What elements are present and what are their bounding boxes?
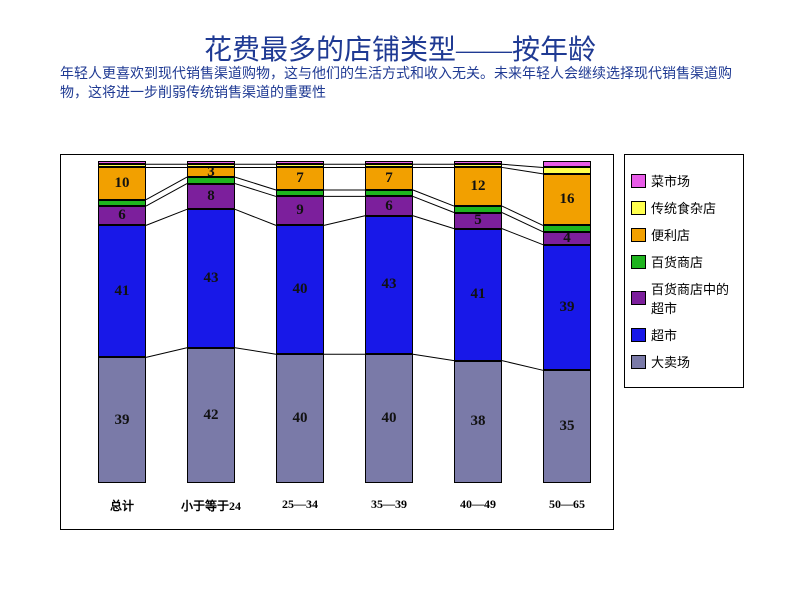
legend-swatch-trad_grocery bbox=[631, 201, 646, 215]
plot-area: 106413938434279404076434012541381643935 bbox=[77, 161, 599, 483]
xlabel-3: 35―39 bbox=[349, 497, 429, 512]
legend-item-trad_grocery: 传统食杂店 bbox=[631, 198, 737, 217]
seg-hypermarket: 40 bbox=[365, 354, 413, 483]
seg-convenience: 7 bbox=[365, 167, 413, 190]
seg-hypermarket: 38 bbox=[454, 361, 502, 483]
seg-supermarket: 43 bbox=[187, 209, 235, 347]
chart-subtitle: 年轻人更喜欢到现代销售渠道购物，这与他们的生活方式和收入无关。未来年轻人会继续选… bbox=[60, 66, 740, 104]
seg-hypermarket: 35 bbox=[543, 370, 591, 483]
seg-supermarket: 43 bbox=[365, 216, 413, 354]
seg-dept_super: 8 bbox=[187, 184, 235, 210]
chart-title: 花费最多的店铺类型――按年龄 bbox=[0, 28, 800, 68]
seg-dept_super: 4 bbox=[543, 232, 591, 245]
seg-supermarket: 40 bbox=[276, 225, 324, 354]
legend-item-convenience: 便利店 bbox=[631, 225, 737, 244]
seg-dept_super: 6 bbox=[98, 206, 146, 225]
seg-supermarket: 41 bbox=[454, 229, 502, 361]
seg-convenience: 16 bbox=[543, 174, 591, 226]
legend-item-hypermarket: 大卖场 bbox=[631, 352, 737, 371]
seg-supermarket: 39 bbox=[543, 245, 591, 371]
xlabel-2: 25―34 bbox=[260, 497, 340, 512]
seg-dept_super: 5 bbox=[454, 213, 502, 229]
seg-supermarket: 41 bbox=[98, 225, 146, 357]
xlabel-1: 小于等于24 bbox=[171, 497, 251, 514]
legend-label-dept_super: 百货商店中的超市 bbox=[651, 279, 737, 317]
seg-convenience: 7 bbox=[276, 167, 324, 190]
seg-hypermarket: 42 bbox=[187, 348, 235, 483]
legend-swatch-dept_super bbox=[631, 291, 646, 305]
legend-item-dept_store: 百货商店 bbox=[631, 252, 737, 271]
seg-hypermarket: 40 bbox=[276, 354, 324, 483]
xlabel-5: 50―65 bbox=[527, 497, 607, 512]
seg-convenience: 3 bbox=[187, 167, 235, 177]
bar-0: 10 64139 bbox=[98, 161, 146, 483]
chart-frame: 106413938434279404076434012541381643935 … bbox=[60, 154, 614, 530]
xlabel-4: 40―49 bbox=[438, 497, 518, 512]
bar-4: 12 54138 bbox=[454, 161, 502, 483]
legend: 菜市场传统食杂店便利店百货商店百货商店中的超市超市大卖场 bbox=[624, 154, 744, 388]
seg-convenience: 10 bbox=[98, 167, 146, 199]
bar-1: 3 84342 bbox=[187, 161, 235, 483]
legend-label-hypermarket: 大卖场 bbox=[651, 352, 690, 371]
seg-hypermarket: 39 bbox=[98, 357, 146, 483]
legend-item-wet_market: 菜市场 bbox=[631, 171, 737, 190]
bar-2: 794040 bbox=[276, 161, 324, 483]
seg-convenience: 12 bbox=[454, 167, 502, 206]
connector-lines bbox=[77, 161, 599, 483]
legend-swatch-hypermarket bbox=[631, 355, 646, 369]
legend-swatch-supermarket bbox=[631, 328, 646, 342]
legend-label-supermarket: 超市 bbox=[651, 325, 677, 344]
legend-swatch-wet_market bbox=[631, 174, 646, 188]
legend-label-convenience: 便利店 bbox=[651, 225, 690, 244]
legend-swatch-dept_store bbox=[631, 255, 646, 269]
bar-3: 7 64340 bbox=[365, 161, 413, 483]
legend-label-trad_grocery: 传统食杂店 bbox=[651, 198, 716, 217]
legend-label-wet_market: 菜市场 bbox=[651, 171, 690, 190]
legend-label-dept_store: 百货商店 bbox=[651, 252, 703, 271]
seg-dept_super: 9 bbox=[276, 196, 324, 225]
xlabel-0: 总计 bbox=[82, 497, 162, 514]
seg-dept_super: 6 bbox=[365, 196, 413, 215]
legend-swatch-convenience bbox=[631, 228, 646, 242]
legend-item-dept_super: 百货商店中的超市 bbox=[631, 279, 737, 317]
bar-5: 16 43935 bbox=[543, 161, 591, 483]
legend-item-supermarket: 超市 bbox=[631, 325, 737, 344]
